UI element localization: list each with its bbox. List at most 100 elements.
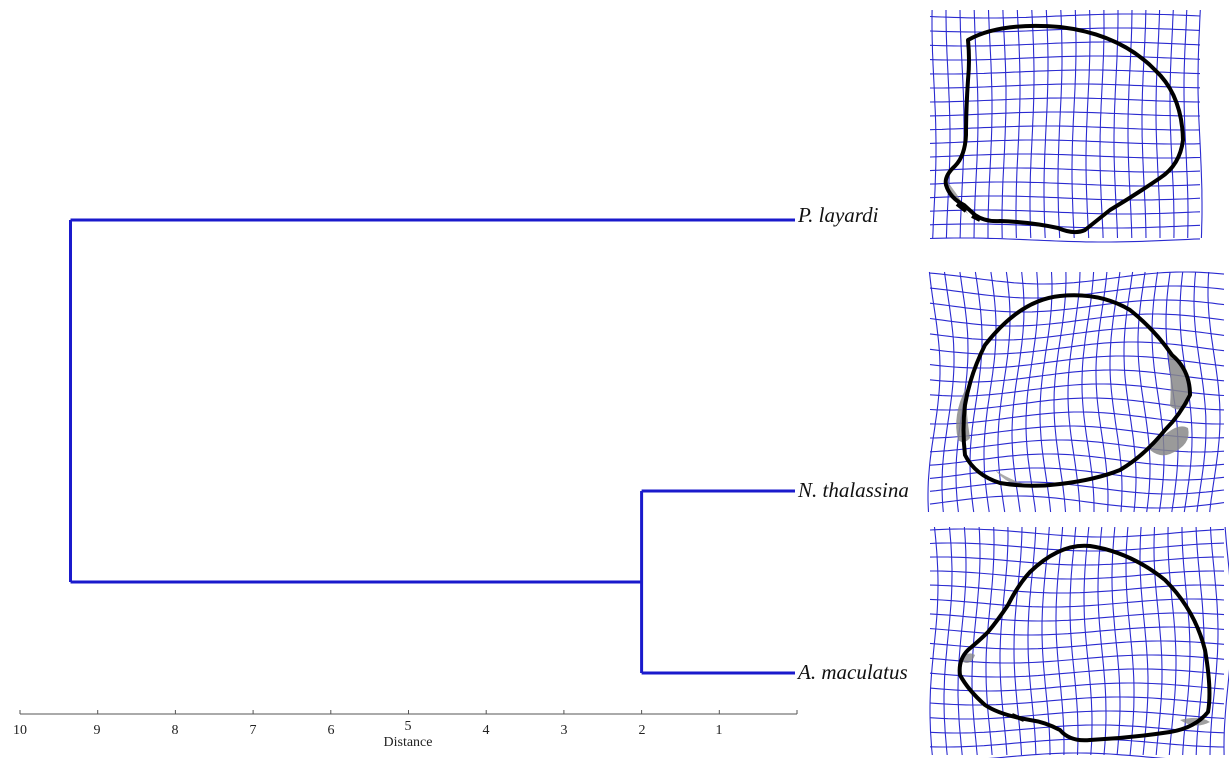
grid-line-vertical [1001,9,1007,239]
grid-line-vertical [959,9,965,239]
grid-line-vertical [969,271,983,513]
grid-line-horizontal [929,626,1225,636]
deformation-grid-a-maculatus [929,526,1229,758]
grid-line-vertical [1169,9,1175,239]
grid-line-vertical [1015,9,1021,239]
grid-line-horizontal [929,612,1225,622]
grid-line-vertical [945,10,951,239]
grid-line-vertical [1123,271,1137,513]
shape-outline [961,293,1192,488]
grid-line-vertical [1029,9,1035,239]
tick-label: 8 [172,723,179,738]
grid-line-horizontal [929,528,1225,538]
grid-line-horizontal [929,598,1225,608]
grid-line-vertical [1137,271,1151,513]
grid-line-horizontal [929,313,1225,327]
leaf-label-n-thalassina: N. thalassina [797,478,909,502]
grid-line-horizontal [929,139,1201,145]
shape-shading [1168,353,1190,410]
grid-line-vertical [1151,271,1165,513]
grid-line-horizontal [930,570,1225,580]
leaf-label-p-layardi: P. layardi [797,203,879,227]
grid-line-vertical [1207,271,1221,513]
distance-axis: 10 9 8 7 6 5 4 3 2 1 Distance [13,710,798,750]
shape-outline [943,23,1185,235]
grid-line-vertical [1183,9,1189,239]
grid-line-horizontal [929,453,1225,467]
grid-line-vertical [1067,271,1081,513]
grid-line-horizontal [929,13,1201,19]
tick-label: 9 [94,723,101,738]
grid-line-vertical [931,9,937,239]
shape-shading [960,653,975,664]
leaf-label-a-maculatus: A. maculatus [796,660,908,684]
grid-line-horizontal [929,495,1225,509]
grid-line-vertical [1209,526,1219,756]
axis-title: Distance [384,735,433,750]
grid-line-vertical [1071,9,1077,239]
grid-line-horizontal [929,668,1225,678]
deformation-grid-n-thalassina [927,271,1225,513]
tick-label: 7 [250,723,257,738]
grid-line-vertical [1155,9,1161,238]
grid-line-vertical [1083,526,1093,756]
grid-line-horizontal [929,181,1201,187]
grid-line-horizontal [929,167,1201,173]
grid-line-vertical [929,526,939,756]
grid-line-vertical [1097,526,1107,756]
grid-line-horizontal [929,55,1201,61]
grid-line-vertical [1041,526,1051,755]
grid-line-vertical [943,526,953,756]
grid-line-vertical [973,9,979,239]
grid-line-horizontal [929,153,1201,159]
grid-line-vertical [1197,9,1203,239]
grid-line-horizontal [929,341,1225,355]
grid-line-vertical [1053,271,1067,513]
grid-line-horizontal [929,654,1225,664]
grid-line-vertical [941,271,955,513]
grid-line-horizontal [929,481,1225,495]
grid-line-vertical [1069,526,1079,756]
tick-label: 2 [639,723,646,738]
grid-line-vertical [971,526,981,756]
shape-outline [957,543,1212,743]
grid-line-horizontal [929,209,1201,215]
grid-line-horizontal [929,97,1201,103]
grid-lines [929,526,1229,758]
grid-line-vertical [1141,9,1147,239]
grid-line-vertical [1125,526,1135,756]
shape-shading [1150,426,1189,456]
grid-line-vertical [1223,526,1229,756]
tick-label: 1 [716,723,723,738]
grid-line-horizontal [929,556,1224,566]
grid-line-horizontal [988,752,1166,758]
grid-line-horizontal [929,542,1225,552]
grid-line-vertical [1193,271,1207,513]
grid-line-horizontal [929,640,1225,650]
grid-line-horizontal [929,327,1225,341]
grid-line-vertical [1039,271,1053,513]
grid-line-vertical [927,271,941,513]
tick-label: 4 [483,723,490,738]
grid-line-vertical [1181,527,1191,756]
grid-line-horizontal [929,195,1201,201]
grid-line-vertical [1127,9,1133,239]
shape-dash [955,202,981,222]
grid-line-vertical [1043,9,1049,239]
grid-line-vertical [1027,526,1037,756]
dendrogram-branches [69,218,795,675]
tick-label: 6 [328,723,335,738]
grid-line-horizontal [929,237,1201,243]
grid-line-vertical [1095,271,1109,513]
tick-label: 10 [13,723,27,738]
grid-line-vertical [1081,271,1095,512]
grid-line-vertical [1055,526,1065,756]
grid-line-vertical [1057,9,1063,239]
grid-line-horizontal [929,299,1225,313]
grid-line-vertical [985,526,995,756]
grid-line-horizontal [929,710,1225,720]
grid-line-horizontal [929,584,1225,594]
grid-line-horizontal [930,83,1201,89]
grid-line-horizontal [929,41,1201,47]
